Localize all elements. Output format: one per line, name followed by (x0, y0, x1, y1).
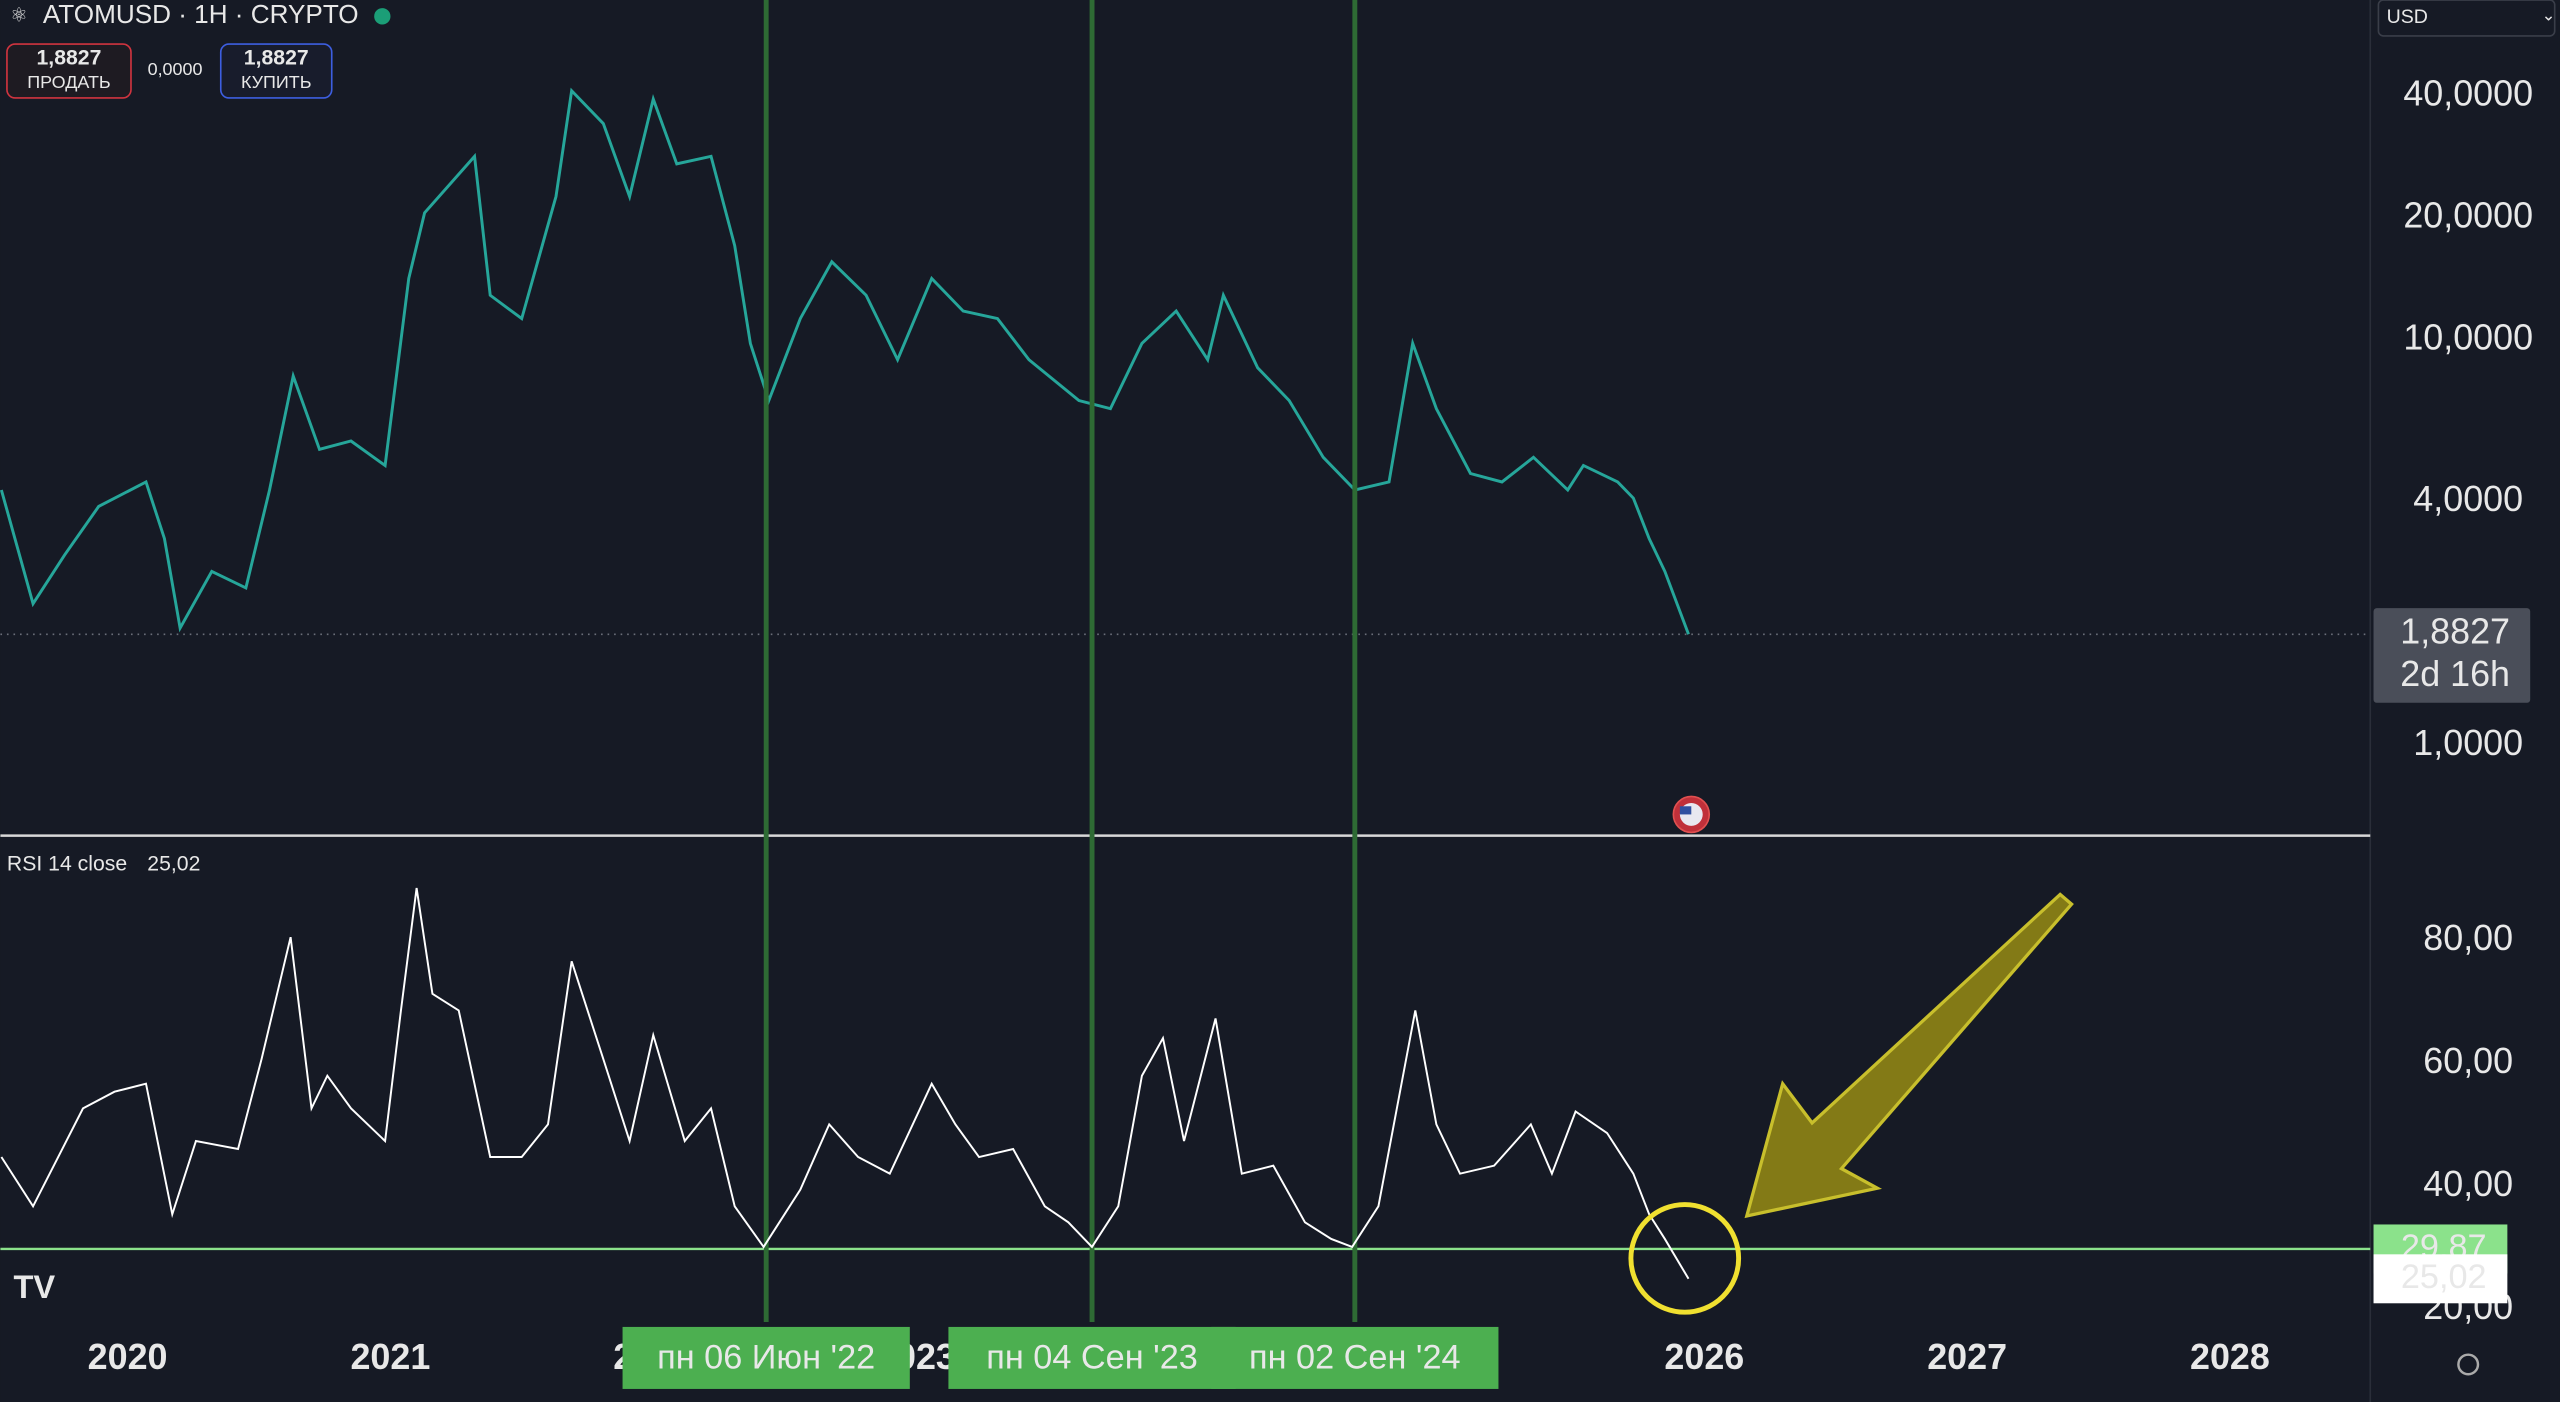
sell-price: 1,8827 (37, 46, 102, 69)
rsi-value: 25,02 (147, 853, 200, 876)
x-tick-label: 2028 (2190, 1337, 2270, 1377)
x-tick-label: 2021 (350, 1337, 430, 1377)
icon: ⚛ (10, 4, 28, 26)
buy-button[interactable] (219, 43, 333, 99)
settings-icon[interactable] (2457, 1353, 2480, 1376)
y-tick-label: 80,00 (2423, 918, 2513, 958)
marker-label-box (948, 1326, 1236, 1389)
countdown: 2d 16h (2400, 654, 2510, 694)
y-tick-label: 4,0000 (2413, 479, 2523, 519)
data-line (0, 887, 1690, 1280)
marker-label-box (1211, 1326, 1499, 1389)
logo: TV (13, 1268, 55, 1305)
y-tick-label: 1,0000 (2413, 723, 2523, 763)
x-tick-label: 2020 (88, 1337, 168, 1377)
last-price-box (2373, 608, 2531, 703)
status-dot (374, 8, 391, 25)
x-tick-label: 2027 (1927, 1337, 2007, 1377)
marker-label-box (622, 1326, 910, 1389)
y-tick-label: 40,0000 (2403, 74, 2533, 114)
last-value-box (2373, 1254, 2508, 1304)
data-line (0, 87, 1690, 635)
y-tick-label: 60,00 (2423, 1041, 2513, 1081)
annotation-circle (1628, 1202, 1742, 1315)
spread: 0,0000 (148, 59, 203, 79)
y-tick-label: 20,0000 (2403, 196, 2533, 236)
sell-label: ПРОДАТЬ (27, 72, 110, 92)
currency-select[interactable] (2377, 0, 2556, 37)
y-tick-label: 40,00 (2423, 1164, 2513, 1204)
dropdown-icon: ⌄ (2542, 7, 2556, 25)
symbol: ATOMUSD · 1H · CRYPTO (43, 0, 359, 29)
last-price-label: 1,8827 (2400, 612, 2510, 652)
rsi-title: RSI 14 close (7, 853, 127, 876)
buy-label: КУПИТЬ (241, 72, 312, 92)
annotation-arrow (1744, 892, 2074, 1219)
event-icon-flag (1679, 806, 1692, 815)
marker-label: пн 06 Июн '22 (657, 1339, 875, 1377)
y-tick-label: 10,0000 (2403, 318, 2533, 358)
x-tick-label: 2026 (1664, 1337, 1744, 1377)
buy-price: 1,8827 (244, 46, 309, 69)
sell-button[interactable] (6, 43, 132, 99)
marker-label: пн 02 Сен '24 (1249, 1339, 1461, 1377)
currency: USD (2387, 6, 2428, 28)
last-value-label: 25,02 (2401, 1258, 2487, 1296)
marker-label: пн 04 Сен '23 (986, 1339, 1198, 1377)
